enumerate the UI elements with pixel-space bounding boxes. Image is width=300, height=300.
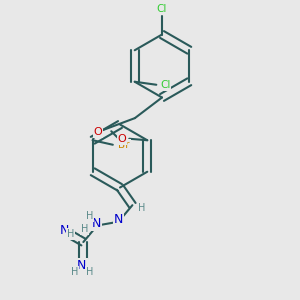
Text: O: O bbox=[117, 134, 126, 144]
Text: H: H bbox=[67, 229, 74, 239]
Text: H: H bbox=[71, 267, 78, 277]
Text: O: O bbox=[94, 127, 103, 137]
Text: H: H bbox=[86, 267, 94, 277]
Text: N: N bbox=[114, 213, 123, 226]
Text: N: N bbox=[59, 224, 69, 236]
Text: N: N bbox=[77, 259, 86, 272]
Text: H: H bbox=[138, 203, 145, 213]
Text: Cl: Cl bbox=[160, 80, 170, 90]
Text: N: N bbox=[92, 218, 101, 230]
Text: Br: Br bbox=[118, 140, 130, 150]
Text: H: H bbox=[86, 212, 93, 221]
Text: H: H bbox=[81, 224, 88, 234]
Text: Cl: Cl bbox=[157, 4, 167, 14]
